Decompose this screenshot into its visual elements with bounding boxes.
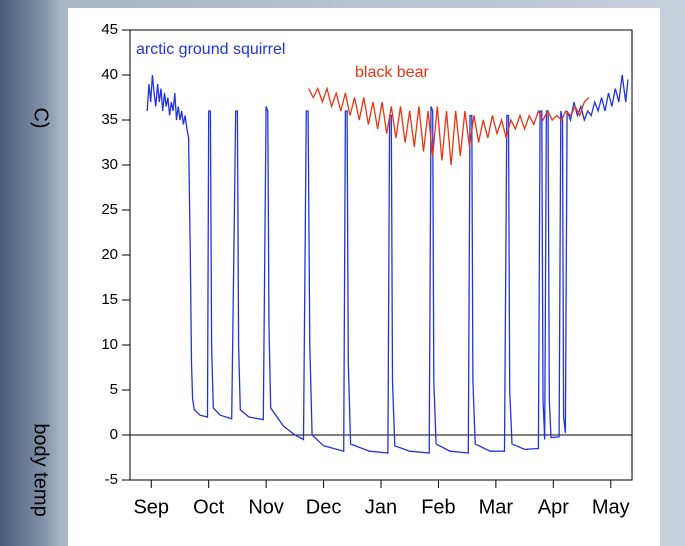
x-tick-label: Dec [306,496,342,518]
series-line [308,86,590,166]
x-tick-label: Apr [538,496,569,518]
x-tick-label: Nov [248,496,284,518]
y-tick-label: 40 [101,66,118,83]
y-tick-label: 10 [101,336,118,353]
y-tick-label: 45 [101,21,118,38]
y-tick-label: 25 [101,201,118,218]
y-tick-label: 20 [101,246,118,263]
y-axis-unit: C) [30,107,52,128]
y-tick-label: 35 [101,111,118,128]
plot-frame [129,29,633,481]
x-tick-label: Sep [133,496,169,518]
series-line [146,74,629,454]
y-tick-label: -5 [105,471,118,488]
series-label: arctic ground squirrel [136,41,285,58]
y-axis-label: body temp [30,423,52,516]
x-tick-label: Feb [421,496,455,518]
y-tick-label: 5 [110,381,118,398]
x-tick-label: Jan [365,496,397,518]
x-tick-label: Oct [193,496,225,518]
x-tick-label: May [592,496,630,518]
y-tick-label: 30 [101,156,118,173]
series-label: black bear [355,64,429,81]
y-tick-label: 15 [101,291,118,308]
x-tick-label: Mar [479,496,514,518]
y-tick-label: 0 [110,426,118,443]
